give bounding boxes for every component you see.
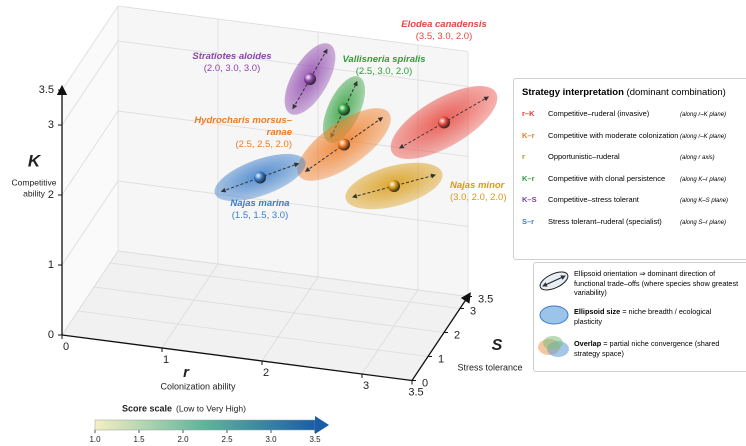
species-name: Hydrocharis morsus–ranae [182, 115, 292, 139]
strategy-description: Competitive with clonal persistence [548, 174, 680, 183]
y-axis-sublabel: Competitive [12, 177, 57, 187]
colorbar-arrow [315, 416, 329, 434]
species-label: Hydrocharis morsus–ranae(2.5, 2.5, 2.0) [182, 115, 292, 151]
x-tick-label: 1 [163, 354, 169, 366]
species-label: Elodea canadensis(3.5, 3.0, 2.0) [401, 19, 487, 43]
x-tick-label: 3 [363, 380, 369, 392]
legend-title: Strategy interpretation [522, 87, 624, 98]
z-tick-label: 0 [422, 377, 428, 389]
species-coords: (1.5, 1.5, 3.0) [230, 210, 289, 222]
legend-item: Ellipsoid size = niche breadth / ecologi… [574, 307, 739, 326]
species-coords: (3.0, 2.0, 2.0) [450, 192, 507, 204]
y-axis-label: K [28, 151, 42, 170]
species-label: Najas marina(1.5, 1.5, 3.0) [230, 198, 289, 222]
centroid [338, 104, 350, 116]
legend-heading: Strategy interpretation (dominant combin… [522, 87, 726, 98]
strategy-description: Competitive–ruderal (invasive) [548, 109, 680, 118]
legend-text: Ellipsoid orientation ⇒ dominant directi… [574, 269, 738, 297]
centroid [338, 139, 350, 151]
z-tick-label: 2 [454, 329, 460, 341]
colorbar-tick-label: 2.0 [177, 435, 189, 444]
legend-bold: Ellipsoid size [574, 307, 620, 316]
z-tick-label: 1 [438, 353, 444, 365]
species-name: Vallisneria spiralis [342, 54, 425, 66]
species-label: Stratiotes aloides(2.0, 3.0, 3.0) [192, 51, 271, 75]
legend-item: Ellipsoid orientation ⇒ dominant directi… [574, 269, 739, 298]
strategy-description: Competitive with moderate colonization [548, 131, 680, 140]
z-tick-label: 3 [470, 305, 476, 317]
y-tick-label: 0 [48, 329, 54, 341]
strategy-note: (along S–r plane) [680, 220, 726, 226]
y-tick-label: 3 [48, 119, 54, 131]
y-tick-label: 1 [48, 259, 54, 271]
strategy-code: S–r [522, 217, 548, 226]
legend-item: Overlap = partial niche convergence (sha… [574, 339, 739, 358]
strategy-code: r [522, 152, 548, 161]
strategy-code: K–r [522, 174, 548, 183]
strategy-description: Stress tolerant–ruderal (specialist) [548, 217, 680, 226]
species-name: Elodea canadensis [401, 19, 487, 31]
shape-legend-icons [534, 263, 574, 371]
x-axis-sublabel: Colonization ability [160, 381, 236, 391]
icon-size [540, 306, 568, 324]
strategy-note: (along r–K plane) [680, 112, 726, 118]
colorbar-tick-label: 1.5 [133, 435, 145, 444]
figure: r Colonization ability K Competitive abi… [0, 0, 746, 446]
centroid [388, 180, 400, 192]
x-tick-label: 0 [63, 341, 69, 353]
y-tick-label: 3.5 [39, 84, 54, 96]
x-axis-label: r [183, 364, 190, 381]
strategy-note: (along r axis) [680, 155, 715, 161]
species-name: Najas marina [230, 198, 289, 210]
colorbar-tick-label: 2.5 [221, 435, 233, 444]
centroid [254, 172, 266, 184]
strategy-note: (along K–S plane) [680, 198, 728, 204]
species-name: Najas minor [450, 180, 507, 192]
species-coords: (3.5, 3.0, 2.0) [401, 31, 487, 43]
species-label: Vallisneria spiralis(2.5, 3.0, 2.0) [342, 54, 425, 78]
strategy-note: (along K–r plane) [680, 177, 726, 183]
shape-legend: Ellipsoid orientation ⇒ dominant directi… [533, 262, 746, 372]
y-tick-label: 2 [48, 189, 54, 201]
species-coords: (2.5, 2.5, 2.0) [182, 139, 292, 151]
strategy-code: K–r [522, 131, 548, 140]
colorbar-tick-label: 1.0 [89, 435, 101, 444]
strategy-code: r–K [522, 109, 548, 118]
centroid [304, 73, 316, 85]
species-coords: (2.5, 3.0, 2.0) [342, 66, 425, 78]
colorbar [95, 420, 315, 430]
species-label: Najas minor(3.0, 2.0, 2.0) [450, 180, 507, 204]
strategy-description: Competitive–stress tolerant [548, 195, 680, 204]
strategy-code: K–S [522, 195, 548, 204]
legend-subtitle: (dominant combination) [627, 87, 726, 98]
legend-bold: Overlap [574, 339, 601, 348]
z-axis-sublabel: Stress tolerance [457, 362, 522, 372]
colorbar-tick-label: 3.0 [265, 435, 277, 444]
centroid [438, 117, 450, 129]
colorbar-subtitle: (Low to Very High) [176, 403, 246, 413]
icon-overlap [543, 336, 563, 350]
colorbar-tick-label: 3.5 [309, 435, 321, 444]
species-coords: (2.0, 3.0, 3.0) [192, 63, 271, 75]
y-axis-sublabel: ability [23, 188, 45, 198]
strategy-note: (along r–K plane) [680, 134, 726, 140]
species-name: Stratiotes aloides [192, 51, 271, 63]
strategy-legend: Strategy interpretation (dominant combin… [513, 78, 746, 260]
strategy-description: Opportunistic–ruderal [548, 152, 680, 161]
z-tick-label: 3.5 [478, 293, 493, 305]
z-axis-label: S [492, 337, 503, 354]
colorbar-title: Score scale [122, 403, 172, 413]
x-tick-label: 2 [263, 367, 269, 379]
